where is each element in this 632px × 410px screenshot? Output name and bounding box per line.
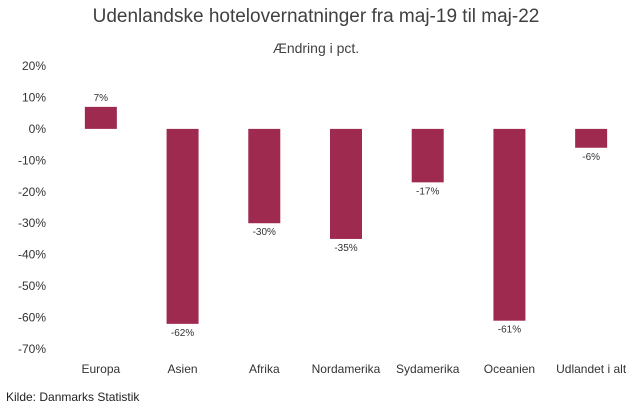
data-label: -62% bbox=[171, 328, 194, 339]
data-label: -6% bbox=[582, 152, 600, 163]
bar-sydamerika bbox=[411, 128, 444, 183]
data-labels: 7% -62% -30% -35% -17% -61% -6% bbox=[94, 93, 601, 339]
x-category-label: Sydamerika bbox=[396, 362, 460, 376]
data-label: 7% bbox=[94, 93, 109, 104]
bar-asien bbox=[166, 128, 199, 324]
data-label: -35% bbox=[334, 243, 357, 254]
bar-udlandet-i-alt bbox=[575, 128, 608, 148]
y-tick-label: -50% bbox=[18, 279, 46, 293]
category-labels: Europa Asien Afrika Nordamerika Sydamerika Oc… bbox=[82, 362, 627, 376]
y-tick-label: -40% bbox=[18, 248, 46, 262]
x-category-label: Udlandet i alt bbox=[556, 362, 627, 376]
y-tick-label: -20% bbox=[18, 185, 46, 199]
bars bbox=[84, 106, 608, 324]
y-tick-label: -70% bbox=[18, 342, 46, 356]
bar-nordamerika bbox=[330, 128, 362, 239]
y-axis: 20% 10% 0% -10% -20% -30% -40% -50% -60% -70% bbox=[18, 59, 46, 356]
bar-oceanien bbox=[493, 128, 526, 321]
y-tick-label: -10% bbox=[18, 153, 46, 167]
y-tick-label: 10% bbox=[22, 90, 46, 104]
y-tick-label: 20% bbox=[22, 59, 46, 73]
x-category-label: Europa bbox=[82, 362, 121, 376]
data-label: -61% bbox=[498, 325, 521, 336]
source-note: Kilde: Danmarks Statistik bbox=[6, 390, 140, 404]
bar-europa bbox=[84, 106, 117, 129]
x-category-label: Asien bbox=[168, 362, 198, 376]
y-tick-label: -60% bbox=[18, 311, 46, 325]
chart-title: Udenlandske hotelovernatninger fra maj-1… bbox=[92, 6, 540, 27]
x-category-label: Nordamerika bbox=[312, 362, 381, 376]
bar-afrika bbox=[248, 128, 281, 224]
y-tick-label: -30% bbox=[18, 216, 46, 230]
y-tick-label: 0% bbox=[29, 122, 47, 136]
x-category-label: Afrika bbox=[249, 362, 280, 376]
chart-subtitle: Ændring i pct. bbox=[272, 40, 360, 56]
data-label: -17% bbox=[416, 186, 439, 197]
data-label: -30% bbox=[253, 227, 276, 238]
x-category-label: Oceanien bbox=[484, 362, 535, 376]
